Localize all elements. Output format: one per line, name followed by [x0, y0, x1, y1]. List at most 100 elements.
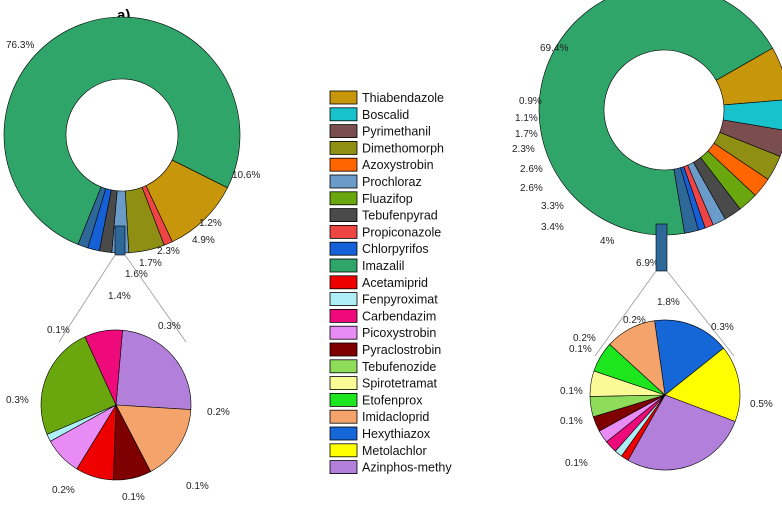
legend-label-etofenprox: Etofenprox	[362, 393, 423, 407]
chart-b-donut-label-pyrimethanil: 3.4%	[541, 222, 564, 233]
chart-b-subpie-label-metolachlor: 0.3%	[711, 322, 734, 333]
chart-b-donut-label-fluazifop: 2.6%	[520, 164, 543, 175]
chart-b-donut-label-prochloraz: 1.7%	[515, 129, 538, 140]
legend-swatch-spirotetramat	[329, 376, 358, 391]
legend-label-picoxystrobin: Picoxystrobin	[362, 326, 436, 340]
legend-label-dimethomorph: Dimethomorph	[362, 141, 444, 155]
legend-label-prochloraz: Prochloraz	[362, 175, 422, 189]
chart-b-connector-left	[594, 270, 657, 357]
legend-label-fluazifop: Fluazifop	[362, 192, 413, 206]
chart-a-donut-label-prochloraz: 2.3%	[157, 246, 180, 257]
chart-a-subpie-label-azinphos-methy: 0.3%	[158, 321, 181, 332]
chart-a-subpie-label-carbendazim: 0.1%	[47, 325, 70, 336]
legend-label-metolachlor: Metolachlor	[362, 444, 427, 458]
legend-swatch-fluazifop	[329, 191, 358, 206]
legend-swatch-tebufenpyrad	[329, 208, 358, 223]
chart-b-donut-label-boscalid: 4%	[600, 236, 615, 247]
chart-b-donut-label-dimethomorph: 3.3%	[541, 201, 564, 212]
chart-a-subpie-slice-fluazifop	[40, 336, 117, 435]
chart-b-connector-right	[666, 270, 735, 357]
chart-a-donut-label-imazalil: 76.3%	[6, 40, 34, 51]
legend-swatch-tebufenozide	[329, 359, 358, 374]
chart-b-donut-label-propiconazole: 1.1%	[515, 113, 538, 124]
legend-label-pyraclostrobin: Pyraclostrobin	[362, 343, 441, 357]
chart-b-subpie-slice-hexythiazox	[654, 319, 724, 396]
chart-b-subpie-label-extra: 0.2%	[573, 333, 596, 344]
legend-label-thiabendazole: Thiabendazole	[362, 91, 444, 105]
legend-label-propiconazole: Propiconazole	[362, 225, 441, 239]
chart-b-other-bar	[655, 223, 668, 272]
legend-swatch-fenpyroximat	[329, 292, 358, 307]
legend-swatch-imazalil	[329, 258, 358, 273]
chart-b-subpie-slice-imidacloprid	[609, 320, 666, 396]
legend-swatch-azinphos-methy	[329, 460, 358, 475]
legend-swatch-hexythiazox	[329, 426, 358, 441]
chart-a-donut-slice-imazalil	[3, 16, 241, 245]
legend-swatch-boscalid	[329, 107, 358, 122]
chart-b-donut-label-other: 1.8%	[657, 297, 680, 308]
chart-b-donut-label-imazalil: 69.4%	[540, 43, 568, 54]
chart-b-donut-slice-imazalil	[538, 0, 774, 236]
legend-label-spirotetramat: Spirotetramat	[362, 377, 438, 391]
legend-label-boscalid: Boscalid	[362, 108, 409, 122]
chart-b: 69.4% 6.9% 4% 3.4% 3.3% 2.6% 2.6% 2.3% 1.7% 1.1% 0…	[512, 0, 782, 471]
legend-swatch-acetamiprid	[329, 275, 358, 290]
legend-swatch-chlorpyrifos	[329, 241, 358, 256]
legend-label-tebufenozide: Tebufenozide	[362, 360, 436, 374]
chart-a-donut-label-propiconazole: 1.2%	[199, 218, 222, 229]
chart-a-donut-slice-other	[77, 186, 107, 249]
legend-swatch-etofenprox	[329, 392, 358, 407]
legend-label-imidacloprid: Imidacloprid	[362, 410, 429, 424]
chart-b-subpie-label-tebufenozide: 0.1%	[560, 416, 583, 427]
legend-swatch-imidacloprid	[329, 409, 358, 424]
chart-a-connector-left	[58, 254, 116, 343]
chart-a-connector-right	[124, 254, 187, 343]
legend-label-acetamiprid: Acetamiprid	[362, 276, 428, 290]
chart-b-donut-label-chlorpyrifos: 0.9%	[519, 96, 542, 107]
chart-a-subpie-label-imidacloprid: 0.2%	[207, 407, 230, 418]
legend: Thiabendazole Boscalid Pyrimethanil Dimetho…	[329, 90, 452, 475]
legend-label-carbendazim: Carbendazim	[362, 309, 436, 323]
chart-b-subpie-label-spirotetramat: 0.1%	[560, 386, 583, 397]
chart-b-donut-label-tebufenpyrad: 2.3%	[512, 144, 535, 155]
chart-b-subpie-label-picoxystrobin: 0.1%	[565, 458, 588, 469]
chart-a-subpie-slice-azinphos-methy	[115, 329, 192, 410]
chart-a-donut-label-thiabendazole: 10.6%	[232, 170, 260, 181]
legend-swatch-carbendazim	[329, 308, 358, 323]
legend-swatch-prochloraz	[329, 174, 358, 189]
legend-swatch-metolachlor	[329, 443, 358, 458]
chart-a-donut-label-tebufenpyrad: 1.7%	[139, 258, 162, 269]
legend-swatch-pyraclostrobin	[329, 342, 358, 357]
legend-swatch-picoxystrobin	[329, 325, 358, 340]
legend-swatch-dimethomorph	[329, 140, 358, 155]
legend-swatch-thiabendazole	[329, 90, 358, 105]
legend-label-hexythiazox: Hexythiazox	[362, 427, 431, 441]
legend-label-chlorpyrifos: Chlorpyrifos	[362, 242, 429, 256]
chart-a-donut-label-chlorpyrifos: 1.6%	[125, 269, 148, 280]
chart-b-donut-label-thiabendazole: 6.9%	[636, 258, 659, 269]
chart-a-subpie-slice-imidacloprid	[115, 404, 192, 472]
chart-a-donut-label-other: 1.4%	[108, 291, 131, 302]
chart-a-subpie-label-picoxystrobin: 0.2%	[52, 485, 75, 496]
legend-label-tebufenpyrad: Tebufenpyrad	[362, 209, 438, 223]
legend-label-fenpyroximat: Fenpyroximat	[362, 293, 438, 307]
legend-swatch-propiconazole	[329, 224, 358, 239]
chart-a-subpie-label-acetamiprid: 0.1%	[122, 492, 145, 503]
legend-swatch-azoxystrobin	[329, 157, 358, 172]
legend-label-imazalil: Imazalil	[362, 259, 404, 273]
chart-b-subpie-slice-metolachlor	[664, 347, 741, 422]
chart-b-subpie-label-azinphos-methy: 0.5%	[750, 399, 773, 410]
chart-b-subpie-label-imidacloprid: 0.2%	[623, 315, 646, 326]
chart-a-subpie-slice-carbendazim	[84, 329, 123, 407]
legend-label-pyrimethanil: Pyrimethanil	[362, 125, 431, 139]
chart-a-subpie-label-pyraclostrobin: 0.1%	[186, 481, 209, 492]
chart-a-donut-label-dimethomorph: 4.9%	[192, 235, 215, 246]
legend-label-azinphos-methy: Azinphos-methy	[362, 461, 452, 475]
chart-a-other-bar	[114, 225, 126, 256]
legend-label-azoxystrobin: Azoxystrobin	[362, 158, 434, 172]
legend-swatch-pyrimethanil	[329, 124, 358, 138]
chart-b-subpie-slice-azinphos-methy	[627, 394, 736, 471]
chart-b-donut-slice-other	[673, 167, 699, 234]
chart-b-donut-label-azoxystrobin: 2.6%	[520, 183, 543, 194]
